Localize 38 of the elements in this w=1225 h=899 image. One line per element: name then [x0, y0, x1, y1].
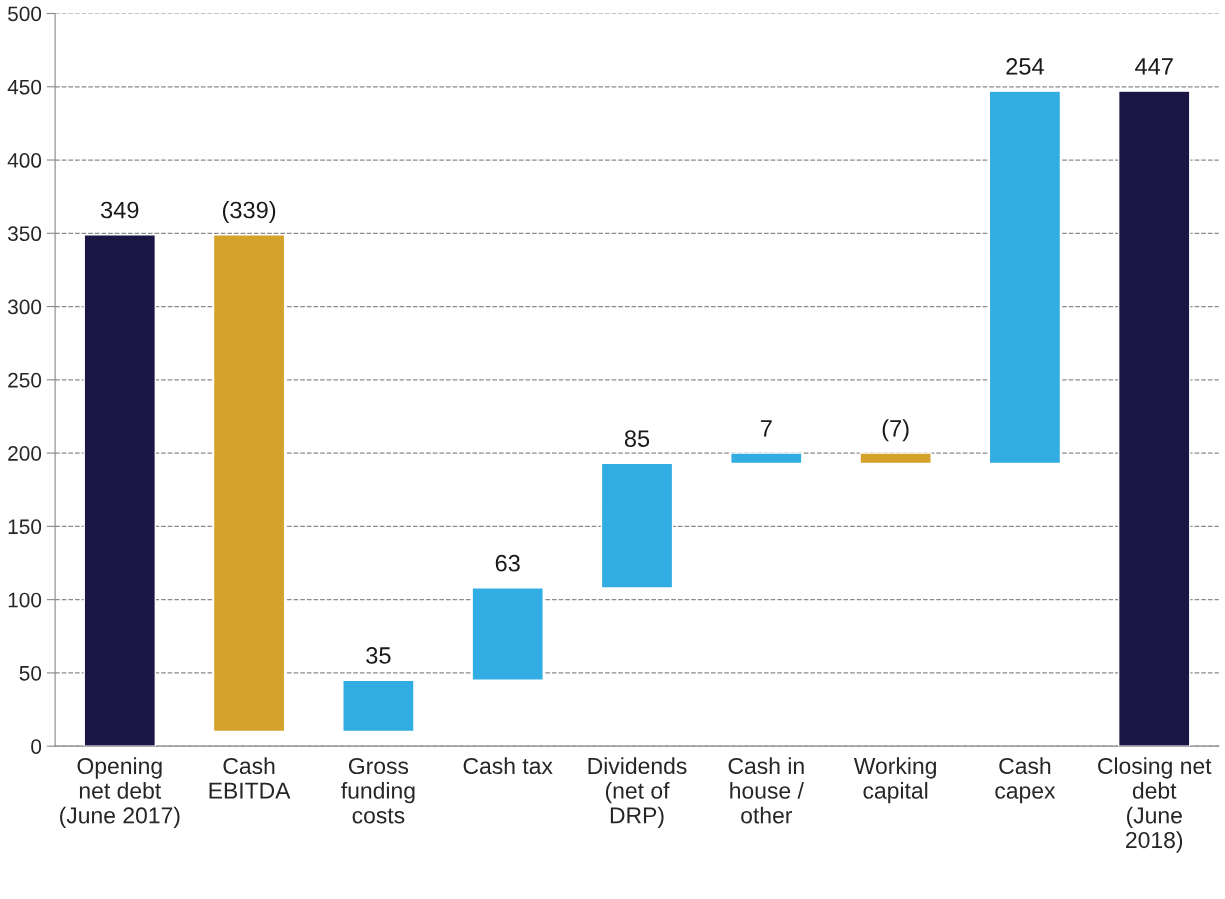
bar — [988, 90, 1062, 465]
data-label: 63 — [495, 554, 520, 572]
x-tick-label: Closing net debt (June 2018) — [1098, 757, 1212, 853]
bar — [83, 234, 157, 747]
y-tick-label: 200 — [8, 446, 42, 461]
y-tick-label: 150 — [8, 519, 42, 535]
data-label: 254 — [1006, 58, 1044, 75]
x-tick-label: Cash capex — [995, 757, 1056, 804]
x-tick-label: Dividends (net of DRP) — [588, 757, 687, 828]
x-tick-label: Cash in house / other — [728, 757, 804, 824]
y-tick-label: 100 — [8, 592, 42, 608]
bar — [730, 452, 803, 465]
y-tick-label: 400 — [7, 153, 42, 168]
y-tick-label: 350 — [7, 226, 42, 242]
x-tick-label: Opening net debt (June 2017) — [60, 757, 180, 828]
x-tick-label: Working capital — [853, 757, 936, 804]
bar — [1117, 90, 1191, 747]
y-tick-label: 50 — [19, 665, 42, 681]
data-label: (339) — [222, 201, 276, 224]
data-label: 349 — [100, 201, 139, 219]
x-tick-label: Gross funding costs — [341, 757, 415, 824]
data-label: 7 — [760, 420, 772, 437]
x-tick-label: Cash tax — [463, 757, 553, 775]
data-label: 35 — [366, 647, 391, 664]
y-tick-label: 0 — [31, 739, 42, 754]
data-label: (7) — [882, 419, 909, 442]
x-tick-label: Cash EBITDA — [209, 757, 291, 799]
data-label: 447 — [1135, 58, 1173, 75]
bar — [859, 452, 932, 465]
data-label: 85 — [624, 430, 650, 447]
y-tick-label: 500 — [8, 6, 42, 22]
bar — [471, 587, 544, 681]
y-tick-label: 450 — [7, 79, 42, 95]
bar — [342, 679, 415, 733]
bar — [212, 234, 286, 733]
y-tick-label: 250 — [8, 372, 42, 388]
bar — [600, 462, 674, 589]
y-tick-label: 300 — [7, 299, 42, 315]
